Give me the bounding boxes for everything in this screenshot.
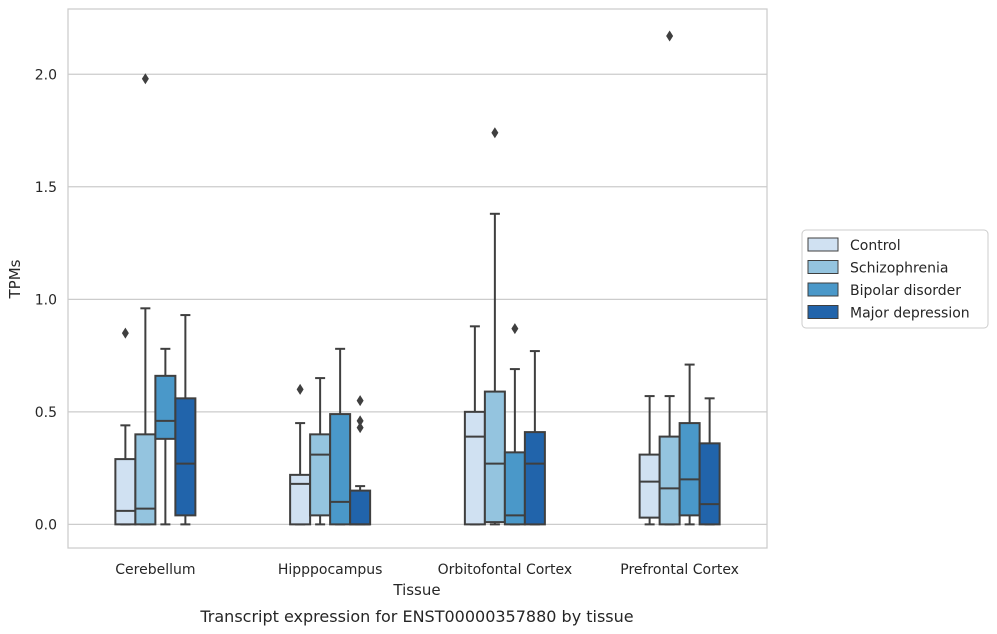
box-iqr: [309, 433, 332, 517]
box-prefrontal-cortex-schizophrenia: [658, 30, 681, 526]
boxes-layer: [114, 30, 721, 526]
outlier-point: [296, 383, 304, 395]
chart-caption: Transcript expression for ENST0000035788…: [199, 607, 633, 626]
outlier-point: [666, 30, 674, 42]
box-prefrontal-cortex-control: [638, 395, 661, 526]
box-iqr: [503, 451, 526, 526]
outlier-point: [356, 422, 364, 434]
box-orbitofontal-cortex-control: [463, 325, 486, 526]
x-tick-label: Orbitofontal Cortex: [438, 562, 573, 578]
outlier-point: [491, 127, 499, 139]
outlier-point: [141, 73, 149, 85]
box-prefrontal-cortex-bipolar-disorder: [678, 363, 701, 526]
box-iqr: [523, 431, 546, 526]
box-iqr: [698, 442, 721, 526]
x-axis-title: Tissue: [392, 581, 440, 599]
box-iqr: [174, 397, 197, 517]
legend-swatch: [807, 237, 839, 252]
y-tick-labels: 0.0 0.5 1.0 1.5 2.0: [35, 67, 57, 533]
box-iqr: [289, 473, 312, 526]
outlier-point: [356, 395, 364, 407]
box-iqr: [154, 374, 177, 440]
legend-swatch: [807, 305, 839, 319]
legend-label: Major depression: [850, 306, 970, 322]
box-iqr: [678, 422, 701, 517]
y-tick-label: 1.5: [35, 180, 57, 196]
x-tick-label: Hipppocampus: [278, 562, 383, 578]
plot-frame: [67, 8, 768, 549]
box-orbitofontal-cortex-bipolar-disorder: [503, 323, 526, 526]
box-hipppocampus-bipolar-disorder: [329, 347, 352, 526]
box-iqr: [349, 489, 372, 526]
legend-label: Schizophrenia: [850, 261, 948, 277]
legend-label: Control: [850, 238, 901, 254]
box-hipppocampus-control: [289, 383, 312, 526]
x-tick-label: Cerebellum: [115, 562, 195, 578]
box-iqr: [463, 410, 486, 526]
legend-swatch: [807, 282, 839, 297]
outlier-point: [356, 415, 364, 427]
y-tick-label: 1.0: [35, 292, 57, 308]
legend-frame: [801, 229, 989, 329]
y-tick-label: 0.5: [35, 405, 57, 421]
box-iqr: [483, 390, 506, 524]
box-iqr: [658, 435, 681, 526]
legend-swatch: [807, 260, 839, 274]
box-orbitofontal-cortex-schizophrenia: [483, 127, 506, 526]
box-iqr: [134, 433, 157, 526]
y-axis-title: TPMs: [6, 259, 24, 299]
outlier-point: [511, 323, 519, 335]
y-tick-label: 0.0: [35, 517, 57, 533]
box-iqr: [329, 413, 352, 526]
legend: Control Schizophrenia Bipolar disorder Majo…: [801, 229, 989, 329]
x-tick-labels: Cerebellum Hipppocampus Orbitofontal Corte…: [115, 562, 739, 578]
box-iqr: [638, 453, 661, 519]
box-iqr: [114, 458, 137, 526]
outlier-point: [121, 327, 129, 339]
legend-label: Bipolar disorder: [850, 283, 961, 299]
box-orbitofontal-cortex-major-depression: [523, 350, 546, 526]
x-tick-label: Prefrontal Cortex: [620, 562, 739, 578]
box-prefrontal-cortex-major-depression: [698, 397, 721, 526]
y-tick-label: 2.0: [35, 67, 57, 83]
box-hipppocampus-schizophrenia: [309, 377, 332, 526]
box-cerebellum-bipolar-disorder: [154, 347, 177, 526]
box-hipppocampus-major-depression: [349, 395, 372, 526]
box-cerebellum-major-depression: [174, 314, 197, 526]
box-cerebellum-control: [114, 327, 137, 526]
box-cerebellum-schizophrenia: [134, 73, 157, 526]
